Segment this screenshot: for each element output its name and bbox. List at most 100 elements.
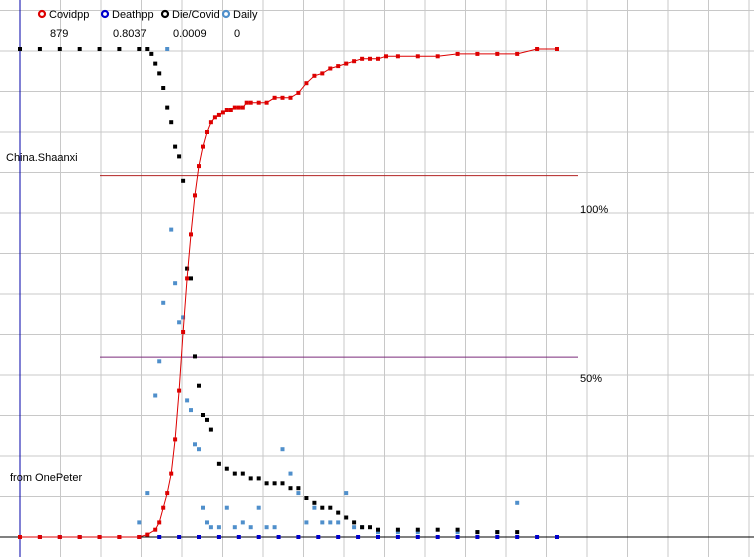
data-point-daily — [415, 530, 420, 535]
data-point-covidpp — [344, 61, 349, 66]
data-point-covidpp — [328, 66, 333, 71]
data-point-covidpp — [153, 527, 158, 532]
legend-name-covidpp: Covidpp — [49, 9, 89, 21]
ref-label-50: 50% — [580, 373, 602, 385]
data-point-daily — [181, 315, 186, 320]
data-point-covidpp — [145, 532, 150, 537]
data-point-covidpp — [157, 520, 162, 525]
data-point-covidpp — [248, 100, 253, 105]
data-point-die_covid — [149, 51, 154, 56]
data-point-die_covid — [256, 476, 261, 481]
data-point-daily — [177, 320, 182, 325]
data-point-covidpp — [224, 108, 229, 112]
data-point-daily — [248, 525, 253, 530]
data-point-daily — [240, 520, 245, 525]
data-point-die_covid — [77, 47, 82, 51]
data-point-covidpp — [455, 51, 460, 56]
data-point-die_covid — [201, 413, 205, 417]
data-point-daily — [157, 359, 162, 364]
data-point-covidpp — [272, 95, 277, 100]
data-point-die_covid — [97, 47, 102, 51]
data-point-covidpp — [208, 120, 213, 125]
data-point-deathpp — [216, 535, 221, 539]
data-point-covidpp — [376, 56, 380, 61]
data-point-deathpp — [415, 535, 420, 539]
data-point-deathpp — [157, 535, 162, 539]
data-point-die_covid — [395, 527, 400, 532]
data-point-daily — [320, 520, 325, 525]
data-point-covidpp — [415, 54, 420, 59]
data-point-covidpp — [161, 505, 166, 510]
data-point-covidpp — [232, 105, 237, 110]
data-point-die_covid — [360, 525, 365, 530]
data-point-die_covid — [185, 266, 190, 271]
data-point-die_covid — [280, 481, 285, 486]
data-point-daily — [304, 520, 309, 525]
data-point-deathpp — [356, 535, 361, 539]
data-point-deathpp — [515, 535, 520, 539]
data-point-daily — [216, 525, 221, 530]
data-point-daily — [344, 491, 349, 496]
data-point-deathpp — [376, 535, 380, 539]
data-point-deathpp — [236, 535, 241, 539]
legend-marker-covidpp — [37, 9, 47, 19]
data-point-daily — [515, 500, 520, 505]
data-point-die_covid — [57, 47, 62, 51]
data-point-daily — [208, 525, 213, 530]
data-point-die_covid — [232, 471, 237, 476]
data-point-covidpp — [185, 276, 190, 281]
data-point-deathpp — [316, 535, 321, 539]
data-point-die_covid — [189, 276, 193, 281]
data-point-daily — [197, 447, 201, 452]
data-point-die_covid — [336, 510, 341, 515]
data-point-die_covid — [272, 481, 277, 486]
data-point-daily — [395, 530, 400, 535]
data-point-deathpp — [256, 535, 261, 539]
data-point-die_covid — [352, 520, 357, 525]
data-point-die_covid — [37, 47, 42, 51]
data-point-die_covid — [288, 486, 293, 491]
legend-value-daily: 0 — [234, 28, 240, 40]
reference-lines — [100, 175, 578, 358]
data-point-die_covid — [153, 61, 158, 66]
data-point-die_covid — [169, 120, 174, 125]
data-point-daily — [201, 505, 205, 510]
data-point-daily — [264, 525, 269, 530]
data-point-covidpp — [57, 535, 62, 539]
data-point-die_covid — [173, 144, 178, 149]
data-point-deathpp — [276, 535, 281, 539]
data-point-die_covid — [312, 500, 317, 505]
data-point-daily — [153, 393, 158, 398]
data-point-covidpp — [197, 164, 201, 169]
data-point-daily — [185, 398, 190, 403]
data-point-covidpp — [535, 47, 540, 51]
data-point-daily — [280, 447, 285, 452]
data-point-covidpp — [193, 193, 197, 198]
data-point-daily — [189, 408, 193, 413]
data-point-covidpp — [304, 81, 309, 86]
data-point-die_covid — [216, 461, 221, 466]
data-point-covidpp — [320, 71, 325, 76]
data-point-covidpp — [236, 105, 241, 110]
data-point-daily — [137, 520, 142, 525]
data-point-covidpp — [137, 535, 142, 539]
data-point-daily — [328, 520, 333, 525]
data-point-covidpp — [205, 130, 209, 134]
data-point-die_covid — [515, 530, 520, 535]
data-point-covidpp — [280, 95, 285, 100]
data-point-covidpp — [77, 535, 82, 539]
data-point-covidpp — [515, 51, 520, 56]
data-point-die_covid — [177, 154, 182, 159]
data-point-covidpp — [368, 56, 372, 61]
data-point-covidpp — [189, 232, 193, 237]
data-point-daily — [205, 520, 209, 525]
data-point-die_covid — [455, 527, 460, 532]
data-point-die_covid — [208, 427, 213, 432]
data-point-daily — [352, 525, 357, 530]
data-point-daily — [455, 530, 460, 535]
data-point-die_covid — [264, 481, 269, 486]
data-point-die_covid — [435, 527, 440, 532]
source-label: from OnePeter — [10, 472, 82, 484]
data-point-daily — [161, 300, 166, 305]
